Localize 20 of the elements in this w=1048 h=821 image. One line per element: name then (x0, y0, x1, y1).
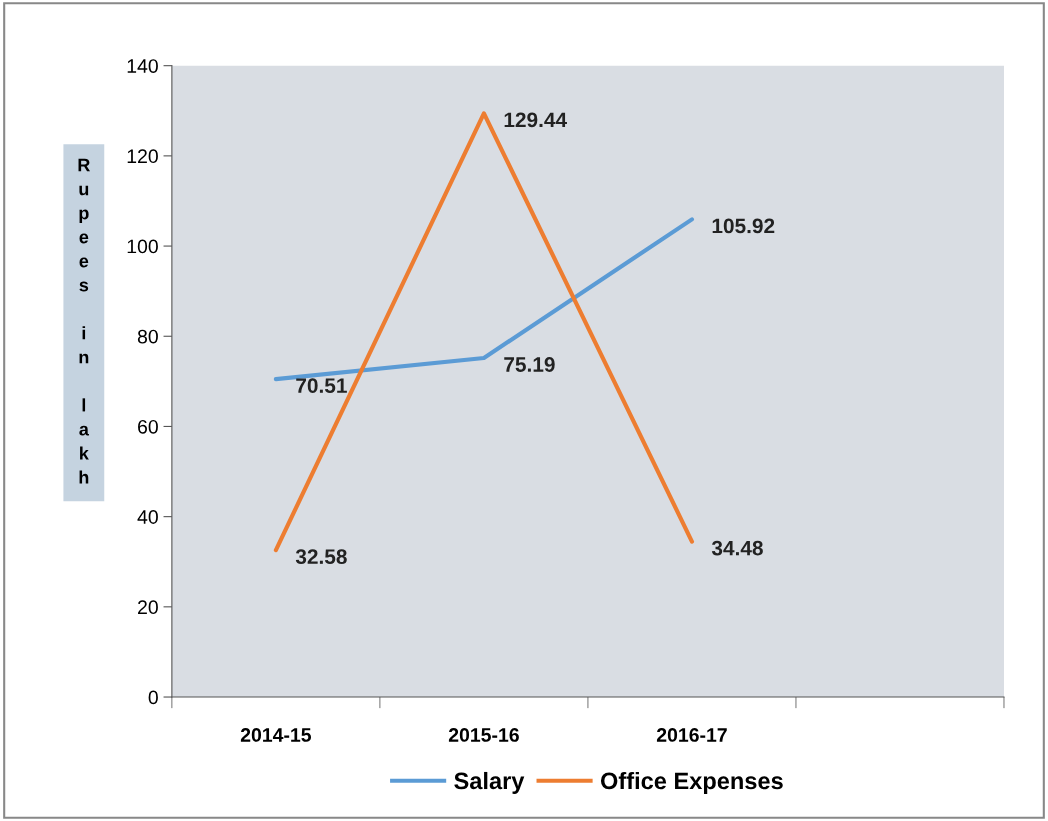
y-tick-label: 140 (127, 59, 158, 73)
x-tick-label: 2014-15 (240, 728, 312, 742)
y-tick-label: 100 (127, 239, 158, 254)
data-label: 129.44 (504, 112, 567, 128)
legend-label: Salary (454, 771, 525, 794)
y-tick-label: 40 (137, 510, 158, 524)
data-label: 34.48 (711, 540, 763, 556)
y-tick-label: 80 (137, 329, 158, 344)
data-label: 32.58 (295, 549, 347, 565)
y-tick-label: 60 (138, 419, 158, 434)
x-tick-label: 2015-16 (448, 728, 519, 742)
y-tick-label: 0 (148, 690, 158, 705)
y-tick-label: 120 (127, 149, 158, 164)
data-label: 105.92 (712, 218, 775, 234)
legend-label: Office Expenses (600, 771, 783, 794)
text: Rupees in lakh (78, 158, 90, 484)
y-tick-label: 20 (138, 600, 158, 615)
x-tick-label: 2016-17 (656, 728, 727, 742)
data-label: 75.19 (504, 357, 555, 372)
data-label: 70.51 (296, 378, 347, 393)
